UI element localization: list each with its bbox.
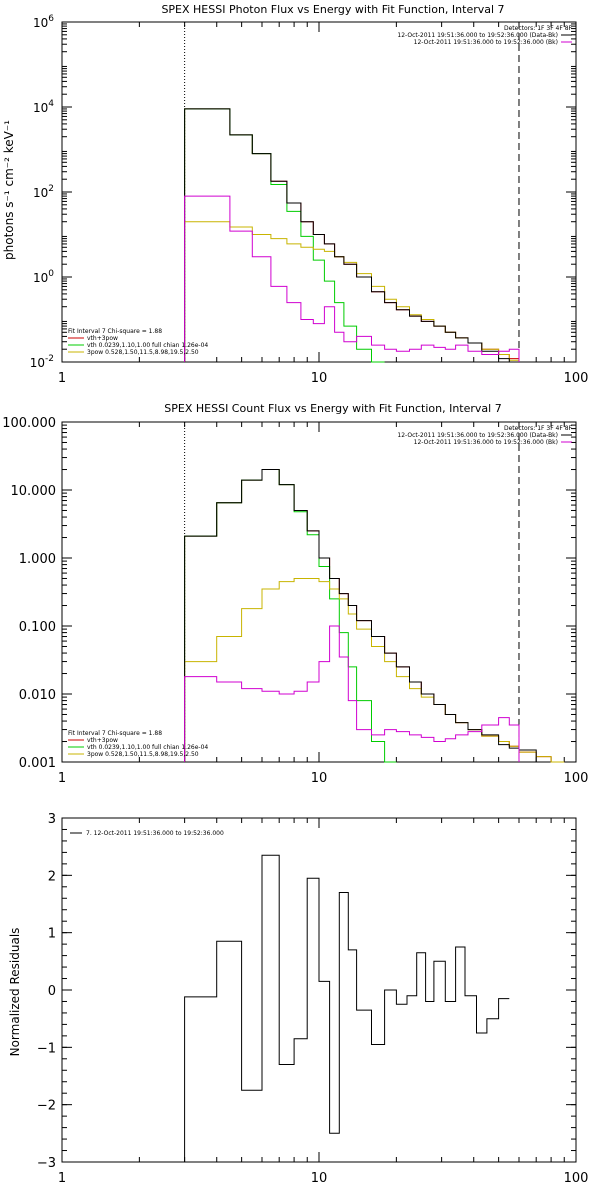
y-tick-label: 1 (48, 927, 56, 942)
photon-flux-y-axis: 10-2 100 102 104 106 (30, 14, 576, 370)
series-data-bk (184, 108, 519, 363)
photon-flux-ylabel: photons s⁻¹ cm⁻² keV⁻¹ (2, 120, 16, 260)
photon-flux-range-markers (184, 22, 520, 362)
y-tick-label: 10-2 (30, 354, 54, 370)
y-tick-label: 104 (33, 99, 54, 115)
count-flux-fit-legend: Fit Interval 7 Chi-square = 1.88 vth+3po… (68, 730, 208, 758)
fit-legend-header: Fit Interval 7 Chi-square = 1.88 (68, 328, 162, 335)
y-tick-label: 0 (48, 984, 56, 999)
series-3pow (184, 578, 565, 763)
count-flux-plot-frame (61, 421, 577, 763)
series-vth (184, 108, 385, 363)
y-tick-label: 0.010 (19, 688, 56, 703)
legend-bk-label: 12-Oct-2011 19:51:36.000 to 19:52:36.000… (414, 439, 558, 446)
residuals-y-axis: −3 −2 −1 0 1 2 3 (37, 812, 576, 1171)
fit-legend-3pow-label: 3pow 0.528,1.50,11.5,8.98,19.5,2.50 (87, 349, 199, 356)
y-tick-label: −3 (37, 1156, 56, 1171)
residuals-ylabel: Normalized Residuals (8, 928, 22, 1057)
photon-flux-panel: SPEX HESSI Photon Flux vs Energy with Fi… (2, 3, 588, 386)
photon-flux-fit-legend: Fit Interval 7 Chi-square = 1.88 vth+3po… (68, 328, 208, 356)
x-tick-label: 100 (564, 771, 589, 786)
residuals-x-axis: 1 10 100 (58, 818, 589, 1186)
photon-flux-plot-frame (61, 21, 577, 363)
x-tick-label: 10 (311, 1171, 328, 1186)
y-tick-label: 10.000 (11, 484, 57, 499)
y-tick-label: 100 (33, 269, 54, 285)
photon-flux-top-legend: Detectors: 1F 3F 4F 8F 12-Oct-2011 19:51… (397, 25, 572, 46)
residuals-plot-frame (61, 817, 577, 1163)
legend-bk-label: 12-Oct-2011 19:51:36.000 to 19:52:36.000… (414, 39, 558, 46)
series-data-bk (184, 469, 537, 762)
count-flux-y-axis: 0.001 0.010 0.100 1.000 10.000 100.000 (2, 416, 576, 771)
y-tick-label: −1 (37, 1041, 56, 1056)
x-tick-label: 10 (311, 371, 328, 386)
legend-data-bk-label: 12-Oct-2011 19:51:36.000 to 19:52:36.000… (397, 432, 558, 439)
fit-legend-vth-label: vth 0.0239,1.10,1.00 full chian 1.26e-04 (87, 342, 208, 349)
count-flux-range-markers (184, 422, 520, 762)
series-7-12-oct-2011-19-51-36-000-to-19-52-36-000 (184, 854, 510, 1162)
fit-legend-vth3pow-label: vth+3pow (87, 737, 118, 744)
series-bk (184, 625, 520, 762)
series-3pow (184, 221, 520, 362)
x-tick-label: 1 (58, 1171, 66, 1186)
x-tick-label: 100 (564, 1171, 589, 1186)
count-flux-top-legend: Detectors: 1F 3F 4F 8F 12-Oct-2011 19:51… (397, 425, 572, 446)
x-tick-label: 1 (58, 771, 66, 786)
residuals-series (184, 854, 510, 1162)
fit-legend-vth3pow-label: vth+3pow (87, 335, 118, 342)
residuals-legend: 7. 12-Oct-2011 19:51:36.000 to 19:52:36.… (70, 830, 224, 837)
y-tick-label: 1.000 (19, 552, 56, 567)
photon-flux-series (184, 108, 520, 363)
fit-legend-vth-label: vth 0.0239,1.10,1.00 full chian 1.26e-04 (87, 744, 208, 751)
y-tick-label: −2 (37, 1099, 56, 1114)
y-tick-label: 106 (33, 14, 54, 30)
y-tick-label: 102 (33, 184, 54, 200)
count-flux-x-axis: 1 10 100 (58, 422, 589, 786)
y-tick-label: 3 (48, 812, 56, 827)
y-tick-label: 0.100 (19, 620, 56, 635)
legend-detectors: Detectors: 1F 3F 4F 8F (504, 25, 573, 32)
photon-flux-title: SPEX HESSI Photon Flux vs Energy with Fi… (161, 3, 504, 16)
series-bk (184, 195, 520, 362)
x-tick-label: 100 (564, 371, 589, 386)
fit-legend-header: Fit Interval 7 Chi-square = 1.88 (68, 730, 162, 737)
count-flux-title: SPEX HESSI Count Flux vs Energy with Fit… (164, 402, 501, 415)
y-tick-label: 2 (48, 869, 56, 884)
y-tick-label: 0.001 (19, 756, 56, 771)
count-flux-panel: SPEX HESSI Count Flux vs Energy with Fit… (2, 402, 588, 786)
x-tick-label: 10 (311, 771, 328, 786)
legend-data-bk-label: 12-Oct-2011 19:51:36.000 to 19:52:36.000… (397, 32, 558, 39)
y-tick-label: 100.000 (2, 416, 56, 431)
residuals-panel: Normalized Residuals 1 10 100 −3 −2 −1 0 1 2 3 7… (8, 812, 588, 1186)
residuals-legend-label: 7. 12-Oct-2011 19:51:36.000 to 19:52:36.… (86, 830, 224, 837)
fit-legend-3pow-label: 3pow 0.528,1.50,11.5,8.98,19.5,2.50 (87, 751, 199, 758)
series-vth-3pow (184, 108, 520, 362)
legend-detectors: Detectors: 1F 3F 4F 8F (504, 425, 573, 432)
count-flux-series (184, 469, 565, 763)
x-tick-label: 1 (58, 371, 66, 386)
